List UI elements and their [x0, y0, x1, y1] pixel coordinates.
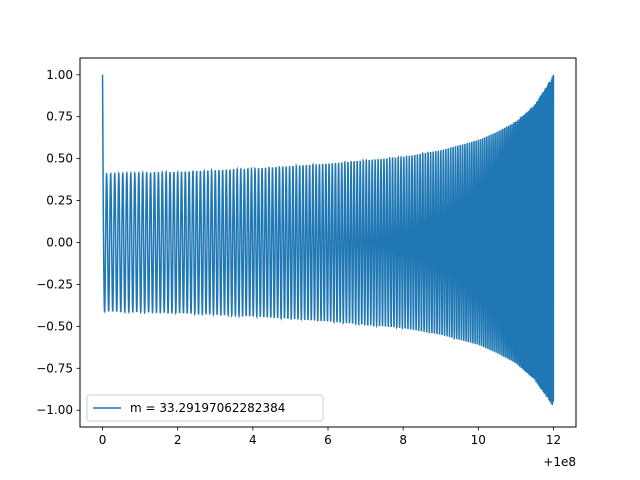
series-layer [101, 74, 555, 406]
x-tick-label: 2 [174, 433, 182, 447]
series-line [101, 74, 555, 406]
y-axis: 1.00 0.75 0.50 0.25 0.00 −0.25 −0.50 −0.75 −1.00 [36, 68, 80, 417]
legend-label: m = 33.29197062282384 [130, 401, 285, 415]
y-tick-label: −1.00 [36, 403, 73, 417]
x-tick-label: 10 [471, 433, 486, 447]
x-axis: 0 2 4 6 8 10 12 [99, 427, 561, 447]
x-tick-label: 8 [399, 433, 407, 447]
y-tick-label: 0.25 [46, 194, 73, 208]
y-tick-label: −0.75 [36, 361, 73, 375]
y-tick-label: 0.00 [46, 236, 73, 250]
x-offset-label: +1e8 [543, 455, 576, 469]
y-tick-label: 1.00 [46, 68, 73, 82]
y-tick-label: −0.50 [36, 319, 73, 333]
y-tick-label: 0.75 [46, 110, 73, 124]
x-tick-label: 6 [324, 433, 332, 447]
legend-box [86, 394, 324, 422]
y-tick-label: −0.25 [36, 277, 73, 291]
x-tick-label: 12 [546, 433, 561, 447]
y-tick-label: 0.50 [46, 152, 73, 166]
x-tick-label: 0 [99, 433, 107, 447]
x-tick-label: 4 [249, 433, 257, 447]
legend: m = 33.29197062282384 [86, 394, 324, 422]
